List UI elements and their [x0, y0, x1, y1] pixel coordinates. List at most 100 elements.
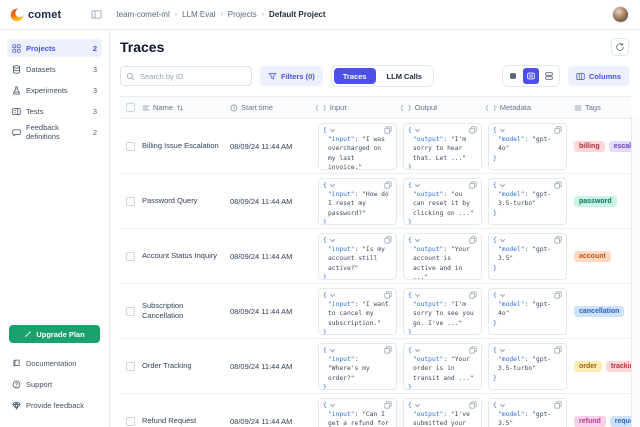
sidebar-item-provide-feedback[interactable]: Provide feedback	[7, 396, 102, 414]
table-row[interactable]: Subscription Cancellation 08/09/24 11:44…	[120, 284, 631, 339]
column-header-name[interactable]: Name	[140, 103, 228, 112]
chevron-down-icon[interactable]	[414, 402, 421, 409]
sort-icon[interactable]	[176, 104, 184, 112]
input-cell[interactable]: { "input": "I was overcharged on my last…	[315, 119, 400, 173]
sidebar-item-support[interactable]: Support	[7, 375, 102, 393]
chevron-down-icon[interactable]	[499, 347, 506, 354]
copy-icon[interactable]	[469, 181, 477, 189]
column-header-start-time[interactable]: Start time	[228, 103, 315, 112]
copy-icon[interactable]	[469, 346, 477, 354]
copy-icon[interactable]	[384, 181, 392, 189]
tag-chip[interactable]: refund	[574, 415, 606, 427]
metadata-cell[interactable]: { "model": "gpt-3.5" }	[485, 229, 570, 283]
chevron-down-icon[interactable]	[499, 182, 506, 189]
copy-icon[interactable]	[469, 291, 477, 299]
copy-icon[interactable]	[554, 181, 562, 189]
trace-name[interactable]: Billing Issue Escalation	[142, 141, 219, 151]
copy-icon[interactable]	[554, 401, 562, 409]
tag-chip[interactable]: billing	[574, 140, 605, 152]
json-preview[interactable]: { "output": "Your account is active and …	[403, 232, 482, 280]
tag-chip[interactable]: account	[574, 250, 611, 262]
json-preview[interactable]: { "input": "I was overcharged on my last…	[318, 122, 397, 170]
tag-chip[interactable]: request	[609, 415, 631, 427]
chevron-down-icon[interactable]	[414, 237, 421, 244]
sidebar-collapse-icon[interactable]	[91, 9, 102, 20]
table-row[interactable]: Billing Issue Escalation 08/09/24 11:44 …	[120, 119, 631, 174]
chevron-down-icon[interactable]	[414, 127, 421, 134]
input-cell[interactable]: { "input": "Where's my order?" }	[315, 339, 400, 393]
json-preview[interactable]: { "output": "Your order is in transit an…	[403, 342, 482, 390]
table-row[interactable]: Refund Request 08/09/24 11:44 AM { "inpu…	[120, 394, 631, 427]
row-checkbox[interactable]	[125, 196, 135, 206]
density-default-button[interactable]	[522, 68, 539, 84]
trace-name[interactable]: Subscription Cancellation	[142, 301, 184, 320]
tab-llm-calls[interactable]: LLM Calls	[386, 71, 422, 81]
metadata-cell[interactable]: { "model": "gpt-4o" }	[485, 119, 570, 173]
tag-chip[interactable]: password	[574, 195, 617, 207]
copy-icon[interactable]	[469, 126, 477, 134]
column-header-metadata[interactable]: { } Metadata	[485, 103, 570, 112]
metadata-cell[interactable]: { "model": "gpt-3.5-turbo" }	[485, 174, 570, 228]
copy-icon[interactable]	[554, 291, 562, 299]
copy-icon[interactable]	[384, 291, 392, 299]
column-header-input[interactable]: { } Input	[315, 103, 400, 112]
sidebar-item-projects[interactable]: Projects 2	[7, 39, 102, 57]
json-preview[interactable]: { "model": "gpt-4o" }	[488, 122, 567, 170]
copy-icon[interactable]	[469, 401, 477, 409]
chevron-down-icon[interactable]	[329, 237, 336, 244]
json-preview[interactable]: { "input": "I want to cancel my subscrip…	[318, 287, 397, 335]
output-cell[interactable]: { "output": "I've submitted your refund …	[400, 394, 485, 427]
json-preview[interactable]: { "input": "Is my account still active?"…	[318, 232, 397, 280]
json-preview[interactable]: { "output": "I'm sorry to hear that. Let…	[403, 122, 482, 170]
json-preview[interactable]: { "input": "How do I reset my password?"…	[318, 177, 397, 225]
column-header-output[interactable]: { } Output	[400, 103, 485, 112]
json-preview[interactable]: { "input": "Can I get a refund for my la…	[318, 397, 397, 427]
copy-icon[interactable]	[554, 126, 562, 134]
trace-name[interactable]: Password Query	[142, 196, 198, 206]
column-header-tags[interactable]: Tags	[570, 103, 631, 112]
filters-button[interactable]: Filters (0)	[260, 66, 323, 86]
json-preview[interactable]: { "model": "gpt-3.5" }	[488, 232, 567, 280]
chevron-down-icon[interactable]	[414, 292, 421, 299]
trace-name[interactable]: Refund Request	[142, 416, 197, 426]
output-cell[interactable]: { "output": "Your order is in transit an…	[400, 339, 485, 393]
input-cell[interactable]: { "input": "How do I reset my password?"…	[315, 174, 400, 228]
avatar[interactable]	[612, 6, 629, 23]
chevron-down-icon[interactable]	[414, 182, 421, 189]
chevron-down-icon[interactable]	[329, 347, 336, 354]
output-cell[interactable]: { "output": "Your account is active and …	[400, 229, 485, 283]
comet-logo[interactable]: comet	[10, 8, 61, 22]
table-row[interactable]: Password Query 08/09/24 11:44 AM { "inpu…	[120, 174, 631, 229]
select-all-checkbox[interactable]	[125, 103, 135, 112]
tag-chip[interactable]: tracking	[605, 360, 631, 372]
sidebar-item-feedback-definitions[interactable]: Feedback definitions 2	[7, 123, 102, 141]
tag-chip[interactable]: escalation	[608, 140, 631, 152]
chevron-down-icon[interactable]	[499, 292, 506, 299]
row-checkbox[interactable]	[125, 416, 135, 426]
json-preview[interactable]: { "model": "gpt-3.5" }	[488, 397, 567, 427]
search-input[interactable]	[120, 66, 252, 87]
chevron-down-icon[interactable]	[499, 127, 506, 134]
json-preview[interactable]: { "output": "ou can reset it by clicking…	[403, 177, 482, 225]
sidebar-item-experiments[interactable]: Experiments 3	[7, 81, 102, 99]
table-row[interactable]: Account Status Inquiry 08/09/24 11:44 AM…	[120, 229, 631, 284]
output-cell[interactable]: { "output": "I'm sorry to see you go. I'…	[400, 284, 485, 338]
breadcrumb-project-group[interactable]: LLM Eval	[182, 10, 216, 19]
chevron-down-icon[interactable]	[329, 292, 336, 299]
chevron-down-icon[interactable]	[499, 237, 506, 244]
chevron-down-icon[interactable]	[329, 402, 336, 409]
columns-button[interactable]: Columns	[567, 66, 629, 86]
scrollbar-gutter[interactable]	[631, 116, 640, 427]
tab-traces[interactable]: Traces	[333, 68, 376, 84]
copy-icon[interactable]	[384, 126, 392, 134]
copy-icon[interactable]	[384, 346, 392, 354]
row-checkbox[interactable]	[125, 141, 135, 151]
sidebar-item-tests[interactable]: Tests 3	[7, 102, 102, 120]
input-cell[interactable]: { "input": "I want to cancel my subscrip…	[315, 284, 400, 338]
row-checkbox[interactable]	[125, 361, 135, 371]
copy-icon[interactable]	[554, 236, 562, 244]
density-comfortable-button[interactable]	[541, 68, 557, 84]
density-compact-button[interactable]	[505, 68, 521, 84]
tag-chip[interactable]: order	[574, 360, 602, 372]
copy-icon[interactable]	[554, 346, 562, 354]
